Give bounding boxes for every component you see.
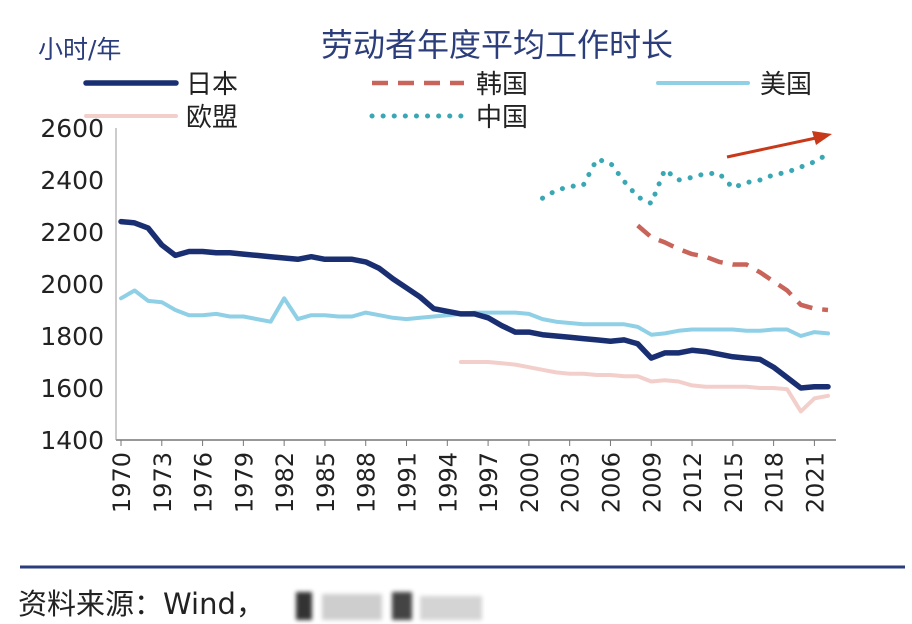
legend-label-1: 韩国 <box>476 70 528 100</box>
x-tick-label: 1997 <box>475 452 503 513</box>
source-label: 资料来源：Wind， <box>18 587 265 621</box>
x-tick-label: 1973 <box>149 452 177 513</box>
x-tick-label: 1970 <box>108 452 136 513</box>
legend-label-4: 中国 <box>476 103 528 133</box>
y-tick-label: 2200 <box>40 218 104 247</box>
series-line-0 <box>118 218 831 391</box>
x-tick-label: 2018 <box>761 452 789 513</box>
y-tick-label: 2400 <box>40 166 104 195</box>
x-tick-label: 1994 <box>434 452 462 513</box>
x-tick-label: 2003 <box>557 452 585 513</box>
x-tick-label: 1991 <box>394 452 422 513</box>
y-axis-unit: 小时/年 <box>38 35 121 64</box>
chart-title: 劳动者年度平均工作时长 <box>321 26 673 64</box>
x-ticks: 1970 1973 1976 1979 1982 1985 1988 1991 1994 1997… <box>108 440 829 513</box>
series-line-1 <box>636 223 829 313</box>
x-tick-label: 2012 <box>679 452 707 513</box>
x-tick-label: 1982 <box>271 452 299 513</box>
legend-label-2: 美国 <box>760 70 812 100</box>
series-line-4 <box>540 151 831 206</box>
x-tick-label: 1976 <box>190 452 218 513</box>
y-tick-label: 2600 <box>40 114 104 143</box>
x-tick-label: 1979 <box>230 452 258 513</box>
x-tick-label: 2009 <box>638 452 666 513</box>
series-layer <box>118 151 831 414</box>
y-tick-label: 1600 <box>40 374 104 403</box>
x-tick-label: 2000 <box>516 452 544 513</box>
series-line-3 <box>458 360 830 414</box>
legend-label-0: 日本 <box>186 70 238 100</box>
x-tick-label: 2006 <box>597 452 625 513</box>
y-tick-label: 1400 <box>40 426 104 455</box>
x-tick-label: 2015 <box>720 452 748 513</box>
x-tick-label: 1985 <box>312 452 340 513</box>
trend-arrow-head <box>812 131 832 145</box>
legend-label-3: 欧盟 <box>186 103 238 133</box>
y-ticks: 1400 1600 1800 2000 2200 2400 2600 <box>40 114 104 455</box>
blurred-watermark <box>296 592 482 620</box>
trend-arrow <box>726 131 832 159</box>
x-tick-label: 2021 <box>801 452 829 513</box>
y-tick-label: 1800 <box>40 322 104 351</box>
y-tick-label: 2000 <box>40 270 104 299</box>
axes <box>115 128 836 441</box>
x-tick-label: 1988 <box>353 452 381 513</box>
trend-arrow-line <box>726 136 817 159</box>
